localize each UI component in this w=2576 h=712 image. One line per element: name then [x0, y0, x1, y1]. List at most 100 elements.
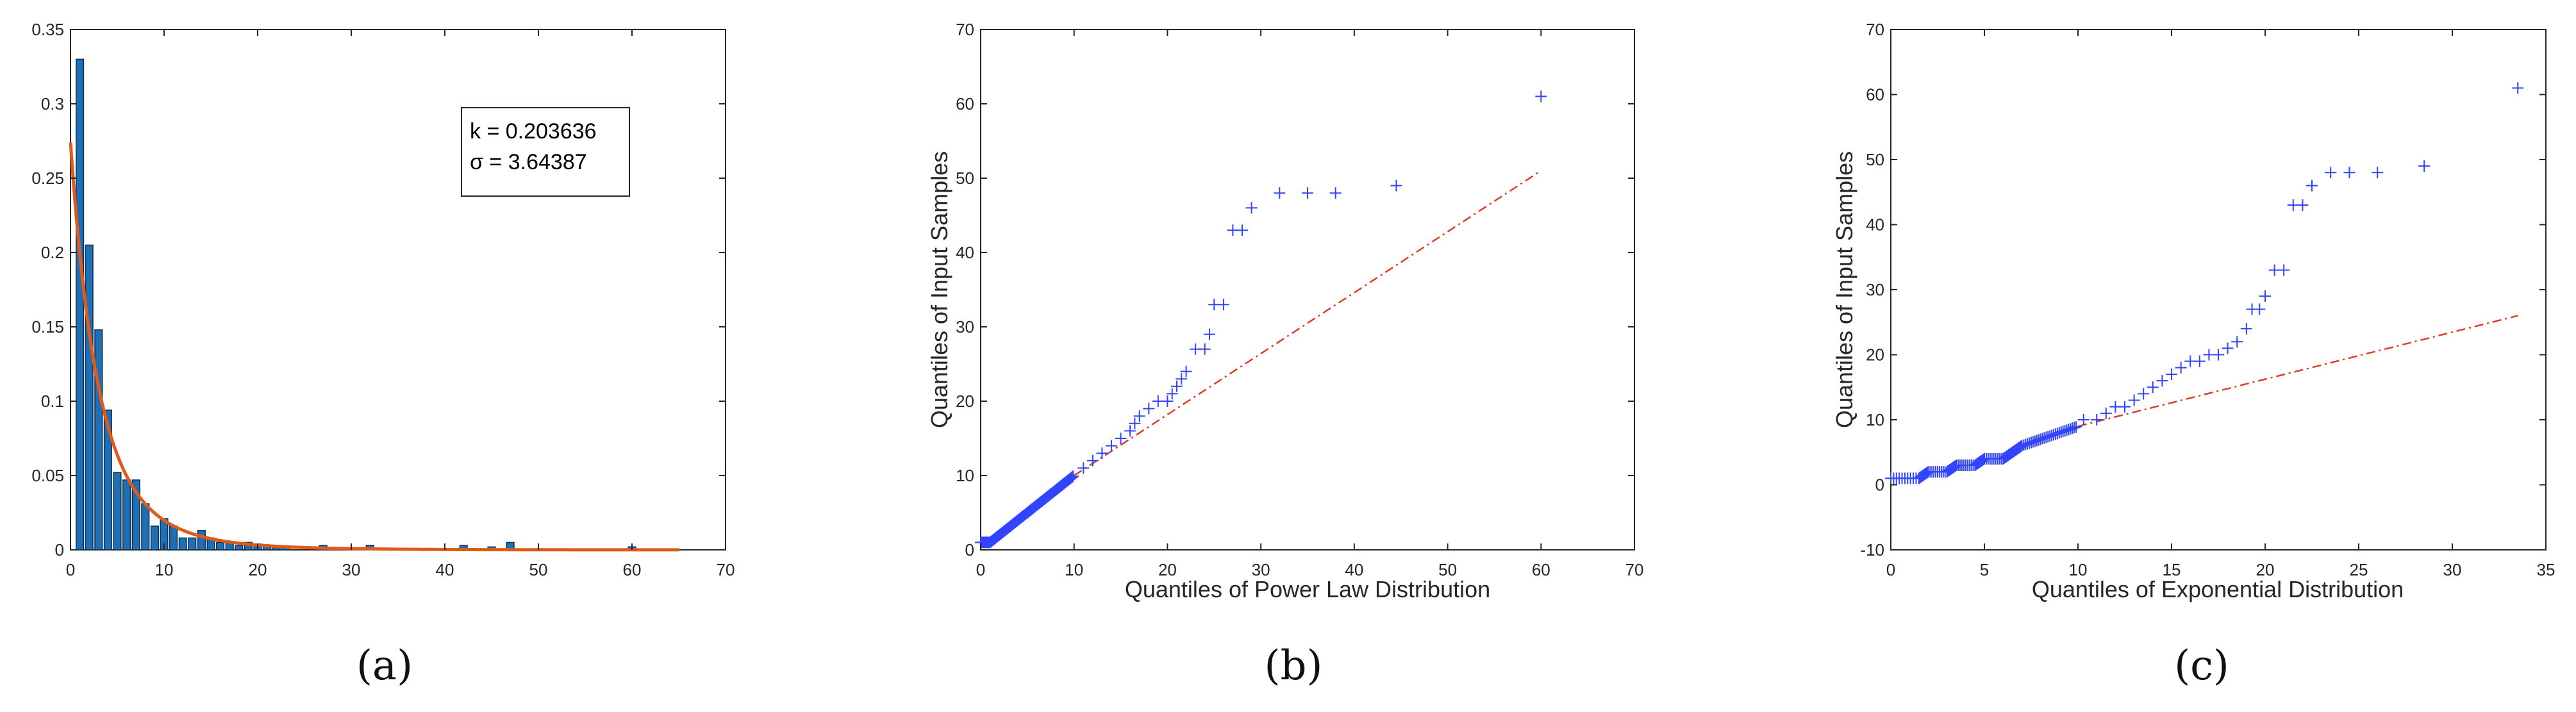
- panel-c-xtick-label: 5: [1980, 560, 1989, 579]
- qq-point: [1920, 468, 1932, 480]
- qq-point: [2013, 442, 2025, 454]
- qq-point: [1535, 90, 1547, 103]
- qq-point: [1199, 343, 1211, 355]
- qq-point: [2077, 414, 2090, 426]
- qq-point: [1124, 425, 1136, 437]
- qq-point: [2147, 381, 2159, 393]
- panel-c-ytick-label: 60: [1866, 85, 1884, 104]
- qq-point: [1143, 402, 1155, 415]
- panel-a-xtick-label: 20: [249, 560, 267, 579]
- qq-point: [2343, 167, 2356, 179]
- histogram-bar: [197, 530, 206, 551]
- qq-point: [2213, 349, 2224, 361]
- qq-point: [1204, 328, 1215, 340]
- panel-a-xtick-label: 30: [342, 560, 361, 579]
- qq-point: [2138, 388, 2150, 400]
- histogram-bar: [103, 410, 112, 551]
- caption-a: (a): [356, 642, 413, 690]
- panel-c-ytick-label: 0: [1875, 476, 1884, 495]
- qq-point: [1166, 388, 1178, 400]
- qq-point: [2015, 440, 2027, 452]
- panel-c-ytick-label: 10: [1866, 410, 1884, 429]
- panel-c-plot-area: [1890, 29, 2547, 551]
- fit-param-sigma: σ = 3.64387: [470, 150, 587, 174]
- panel-b-ytick-label: 10: [956, 466, 974, 485]
- qq-point: [1067, 470, 1079, 483]
- panel-c-ytick-label: 40: [1866, 215, 1884, 235]
- panel-b-xtick-label: 40: [1345, 560, 1363, 579]
- qq-point: [2418, 160, 2431, 172]
- panel-b-ytick-label: 40: [956, 243, 974, 262]
- qq-point: [1245, 202, 1258, 214]
- panel-b-xtick-label: 50: [1438, 560, 1457, 579]
- qq-point: [1975, 454, 1988, 467]
- panel-a-ytick-label: 0.25: [31, 169, 64, 188]
- panel-b-xtick-label: 70: [1625, 560, 1644, 579]
- qq-point: [2231, 336, 2243, 348]
- histogram-bar: [122, 479, 131, 551]
- panel-a-histogram: 0 10 20 30 40 50 60 70 0 0.05 0.1 0.15 0.2 0.25 0.3 0.3…: [31, 20, 735, 690]
- panel-c-xtick-label: 10: [2069, 560, 2088, 579]
- panel-a-xtick-label: 10: [155, 560, 174, 579]
- qq-point: [2325, 167, 2337, 179]
- qq-point: [2068, 422, 2081, 434]
- panel-a-xtick-label: 0: [66, 560, 75, 579]
- panel-a-ytick-label: 0.15: [31, 317, 64, 336]
- qq-point: [1086, 454, 1099, 467]
- fit-curve-line: [69, 142, 679, 552]
- qq-point: [2259, 290, 2271, 302]
- panel-b-xtick-label: 10: [1065, 560, 1083, 579]
- fit-param-k: k = 0.203636: [470, 119, 597, 144]
- histogram-bar: [94, 329, 103, 551]
- qq-point: [1390, 179, 1402, 192]
- qq-point: [1161, 395, 1174, 407]
- panel-b-ytick-label: 0: [965, 540, 974, 559]
- histogram-bar: [131, 479, 140, 551]
- legend-box: [461, 107, 630, 197]
- panel-b-plot-area: [980, 29, 1635, 551]
- qq-point: [1077, 462, 1090, 474]
- panel-b-ytick-label: 20: [956, 392, 974, 411]
- panel-a-xtick-label: 40: [436, 560, 454, 579]
- qq-point: [2166, 368, 2177, 380]
- histogram-bar: [216, 542, 225, 551]
- qq-point: [2119, 401, 2131, 413]
- qq-point: [1129, 417, 1141, 429]
- histogram-bar: [188, 537, 197, 551]
- qq-point: [1096, 447, 1108, 459]
- panel-b-ytick-label: 70: [956, 20, 974, 39]
- qq-point: [2372, 167, 2384, 179]
- histogram-bar: [169, 526, 178, 551]
- qq-point: [1064, 472, 1076, 484]
- panel-b-xlabel: Quantiles of Power Law Distribution: [1125, 576, 1490, 602]
- qq-point: [1176, 373, 1188, 385]
- qq-point: [1217, 299, 1229, 311]
- qq-point: [1947, 461, 1959, 474]
- qq-point: [1949, 460, 1961, 472]
- panel-b-xtick-label: 60: [1532, 560, 1550, 579]
- panel-b-ytick-label: 30: [956, 317, 974, 336]
- panel-c-ytick-label: 20: [1866, 345, 1884, 365]
- qq-point: [1274, 187, 1286, 199]
- qq-point: [1171, 380, 1183, 392]
- panel-c-ytick-label: 30: [1866, 280, 1884, 299]
- panel-a-ytick-label: 0.1: [41, 392, 64, 411]
- qq-point: [2222, 342, 2234, 354]
- qq-point: [1921, 467, 1933, 479]
- reference-line: [2077, 315, 2518, 427]
- panel-b-ytick-label: 60: [956, 94, 974, 113]
- qq-point: [2512, 82, 2524, 94]
- panel-c-xtick-label: 35: [2537, 560, 2555, 579]
- qq-point: [1066, 471, 1078, 483]
- qq-point: [2278, 264, 2290, 276]
- histogram-bar: [141, 503, 150, 551]
- panel-b-qq-power-law: 0 10 20 30 40 50 60 70 0 10 20 30 40 50 60 70 Quantiles…: [926, 20, 1643, 690]
- panel-b-xtick-label: 20: [1158, 560, 1177, 579]
- panel-a-xtick-label: 70: [717, 560, 735, 579]
- panel-c-xtick-label: 15: [2163, 560, 2181, 579]
- panel-b-ylabel: Quantiles of Input Samples: [926, 151, 952, 428]
- qq-point: [2070, 421, 2082, 433]
- qq-point: [2306, 179, 2318, 192]
